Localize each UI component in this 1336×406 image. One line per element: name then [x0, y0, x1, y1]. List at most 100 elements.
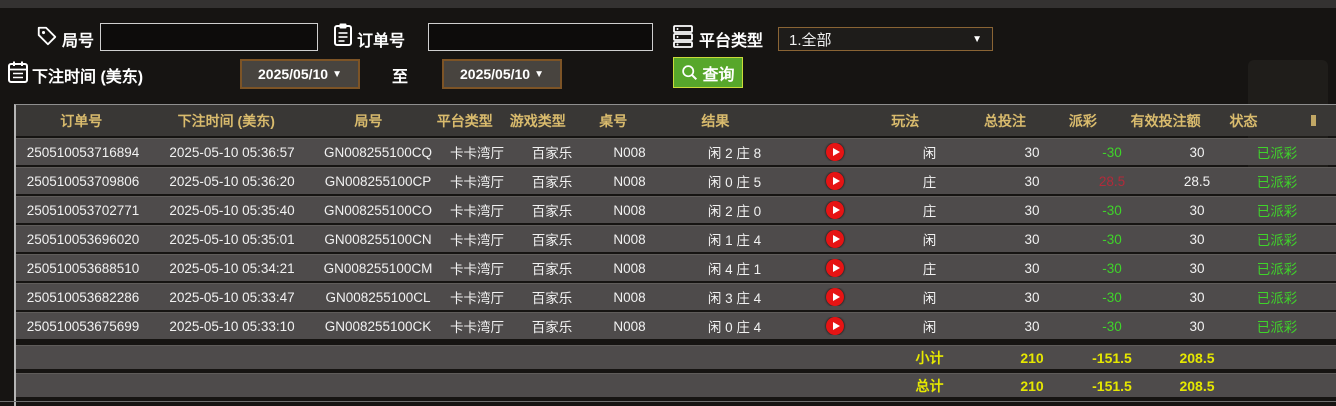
game-no-input[interactable]	[100, 23, 318, 51]
game-no-cell: GN008255100CP	[324, 173, 432, 189]
replay-icon[interactable]	[825, 317, 844, 335]
game-type-cell: 百家乐	[531, 320, 573, 335]
play-type-cell: 闲	[922, 320, 937, 335]
platform-cell: 卡卡湾厅	[450, 233, 504, 248]
clipped-column	[1278, 115, 1336, 126]
order-no-cell: 250510053709806	[26, 173, 140, 189]
query-button[interactable]: 查询	[673, 57, 743, 88]
game-type-cell: 百家乐	[531, 291, 573, 306]
order-no-cell: 250510053688510	[26, 260, 140, 276]
table-no-cell: N008	[613, 318, 646, 334]
valid-bet-cell: 30	[1189, 318, 1205, 334]
valid-bet-cell: 30	[1189, 289, 1205, 305]
table-no-cell: N008	[613, 144, 646, 160]
play-type-cell: 闲	[922, 233, 937, 248]
total-spacer	[16, 374, 867, 397]
status-cell: 已派彩	[1256, 262, 1298, 277]
platform-type-value: 1.全部	[789, 31, 832, 49]
query-button-label: 查询	[702, 66, 735, 84]
subtotal-row: 小计 210 -151.5 208.5	[16, 345, 1336, 369]
game-type-cell: 百家乐	[531, 204, 573, 219]
result-cell: 闲 1 庄 4	[707, 233, 762, 248]
game-type-cell: 百家乐	[531, 146, 573, 161]
table-row[interactable]: 250510053716894 2025-05-10 05:36:57 GN00…	[16, 138, 1336, 165]
replay-icon[interactable]	[825, 259, 844, 277]
bet-time-cell: 2025-05-10 05:36:57	[169, 144, 295, 160]
to-label: 至	[392, 69, 409, 86]
col-header-payout[interactable]: 派彩	[1068, 112, 1097, 129]
col-header-status[interactable]: 状态	[1229, 112, 1258, 129]
platform-cell: 卡卡湾厅	[450, 146, 504, 161]
col-header-valid-bet[interactable]: 有效投注额	[1130, 112, 1201, 129]
payout-cell: 28.5	[1098, 173, 1126, 189]
total-bet-cell: 30	[1024, 231, 1040, 247]
date-from-value: 2025/05/10	[258, 66, 329, 82]
replay-cell	[802, 317, 867, 335]
game-type-cell: 百家乐	[531, 175, 573, 190]
status-cell: 已派彩	[1256, 233, 1298, 248]
order-no-label: 订单号	[357, 33, 406, 50]
payout-cell: -30	[1102, 202, 1122, 218]
game-no-cell: GN008255100CL	[325, 289, 431, 305]
valid-bet-cell: 30	[1189, 260, 1205, 276]
replay-cell	[802, 172, 867, 190]
col-header-table-no[interactable]: 桌号	[599, 112, 628, 129]
total-bet-cell: 30	[1024, 173, 1040, 189]
col-header-result[interactable]: 结果	[701, 112, 730, 129]
platform-type-select[interactable]: 1.全部 ▼	[778, 27, 993, 51]
subtotal-spacer	[16, 346, 867, 369]
col-header-play-type[interactable]: 玩法	[891, 112, 920, 129]
table-row[interactable]: 250510053702771 2025-05-10 05:35:40 GN00…	[16, 196, 1336, 223]
date-from-picker[interactable]: 2025/05/10 ▼	[240, 59, 360, 89]
replay-icon[interactable]	[825, 143, 844, 161]
chevron-down-icon: ▼	[332, 68, 342, 80]
order-no-input[interactable]	[428, 23, 653, 51]
replay-cell	[802, 230, 867, 248]
result-cell: 闲 2 庄 0	[707, 204, 762, 219]
col-header-game-no[interactable]: 局号	[354, 112, 383, 129]
replay-icon[interactable]	[825, 230, 844, 248]
payout-cell: -30	[1102, 318, 1122, 334]
replay-icon[interactable]	[825, 172, 844, 190]
replay-icon[interactable]	[825, 201, 844, 219]
game-type-cell: 百家乐	[531, 233, 573, 248]
table-row[interactable]: 250510053688510 2025-05-10 05:34:21 GN00…	[16, 254, 1336, 281]
col-header-platform[interactable]: 平台类型	[436, 112, 493, 129]
table-row[interactable]: 250510053675699 2025-05-10 05:33:10 GN00…	[16, 312, 1336, 339]
bottom-divider	[0, 401, 1336, 402]
col-header-order-no[interactable]: 订单号	[60, 112, 103, 129]
platform-type-label: 平台类型	[699, 33, 764, 50]
total-payout: -151.5	[1092, 377, 1132, 394]
table-row[interactable]: 250510053709806 2025-05-10 05:36:20 GN00…	[16, 167, 1336, 194]
game-no-label: 局号	[62, 33, 95, 50]
table-no-cell: N008	[613, 173, 646, 189]
result-cell: 闲 3 庄 4	[707, 291, 762, 306]
total-row: 总计 210 -151.5 208.5	[16, 373, 1336, 397]
game-no-cell: GN008255100CQ	[323, 144, 433, 160]
order-no-cell: 250510053675699	[26, 318, 140, 334]
result-cell: 闲 0 庄 4	[707, 320, 762, 335]
bet-time-cell: 2025-05-10 05:33:10	[169, 318, 295, 334]
col-header-game-type[interactable]: 游戏类型	[509, 112, 566, 129]
col-header-bet-time[interactable]: 下注时间 (美东)	[177, 112, 275, 129]
table-no-cell: N008	[613, 231, 646, 247]
platform-cell: 卡卡湾厅	[450, 175, 504, 190]
play-type-cell: 闲	[922, 291, 937, 306]
col-header-total-bet[interactable]: 总投注	[984, 112, 1027, 129]
table-row[interactable]: 250510053682286 2025-05-10 05:33:47 GN00…	[16, 283, 1336, 310]
result-cell: 闲 2 庄 8	[707, 146, 762, 161]
platform-cell: 卡卡湾厅	[450, 204, 504, 219]
status-cell: 已派彩	[1256, 204, 1298, 219]
replay-icon[interactable]	[825, 288, 844, 306]
date-to-picker[interactable]: 2025/05/10 ▼	[442, 59, 562, 89]
game-no-cell: GN008255100CN	[324, 231, 432, 247]
bet-time-cell: 2025-05-10 05:33:47	[169, 289, 295, 305]
table-row[interactable]: 250510053696020 2025-05-10 05:35:01 GN00…	[16, 225, 1336, 252]
payout-cell: -30	[1102, 289, 1122, 305]
play-type-cell: 闲	[922, 146, 937, 161]
platform-cell: 卡卡湾厅	[450, 291, 504, 306]
order-no-cell: 250510053716894	[26, 144, 140, 160]
bet-time-cell: 2025-05-10 05:34:21	[169, 260, 295, 276]
subtotal-payout: -151.5	[1092, 349, 1132, 366]
